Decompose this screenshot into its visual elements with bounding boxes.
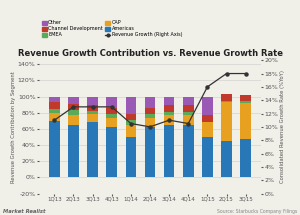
Bar	[145, 97, 155, 108]
Bar	[106, 114, 117, 118]
Bar	[106, 118, 117, 127]
Bar	[202, 119, 213, 137]
Bar	[221, 102, 232, 141]
Bar	[145, 118, 155, 127]
Bar	[202, 115, 213, 122]
Bar	[68, 97, 79, 104]
Bar	[87, 105, 98, 111]
Bar	[202, 119, 213, 122]
Bar	[183, 115, 194, 125]
Legend: Other, Channel Development, EMEA, CAP, Americas, Revenue Growth (Right Axis): Other, Channel Development, EMEA, CAP, A…	[41, 20, 183, 38]
Bar	[106, 97, 117, 108]
Bar	[126, 137, 136, 177]
Bar	[164, 105, 174, 112]
Bar	[126, 125, 136, 137]
Bar	[49, 97, 60, 102]
Bar	[49, 113, 60, 121]
Bar	[240, 138, 251, 177]
Bar	[126, 97, 136, 114]
Bar	[164, 97, 174, 105]
Bar	[87, 122, 98, 177]
Bar	[183, 112, 194, 115]
Text: Source: Starbucks Company Filings: Source: Starbucks Company Filings	[217, 209, 297, 214]
Bar	[221, 141, 232, 177]
Text: Market Realist: Market Realist	[3, 209, 46, 214]
Bar	[240, 101, 251, 103]
Bar	[221, 94, 232, 101]
Bar	[49, 109, 60, 113]
Bar	[221, 101, 232, 102]
Bar	[183, 125, 194, 177]
Bar	[126, 114, 136, 120]
Bar	[68, 115, 79, 125]
Bar	[68, 110, 79, 115]
Bar	[87, 97, 98, 105]
Bar	[183, 97, 194, 105]
Bar	[106, 108, 117, 114]
Bar	[164, 125, 174, 177]
Bar	[240, 95, 251, 101]
Bar	[126, 120, 136, 125]
Title: Revenue Growth Contribution vs. Revenue Growth Rate: Revenue Growth Contribution vs. Revenue …	[17, 49, 283, 58]
Bar	[183, 105, 194, 112]
Bar	[87, 111, 98, 114]
Bar	[240, 103, 251, 138]
Y-axis label: Revenue Growth Contribution by Segment: Revenue Growth Contribution by Segment	[11, 71, 16, 183]
Bar	[87, 114, 98, 122]
Bar	[164, 112, 174, 115]
Y-axis label: Consolidated Revenue Growth Rate (%YoY): Consolidated Revenue Growth Rate (%YoY)	[280, 70, 285, 183]
Bar	[49, 121, 60, 177]
Bar	[49, 102, 60, 109]
Bar	[68, 125, 79, 177]
Bar	[106, 127, 117, 177]
Bar	[145, 127, 155, 177]
Bar	[145, 114, 155, 118]
Bar	[68, 104, 79, 110]
Bar	[202, 137, 213, 177]
Bar	[164, 115, 174, 125]
Bar	[202, 97, 213, 115]
Bar	[145, 108, 155, 114]
